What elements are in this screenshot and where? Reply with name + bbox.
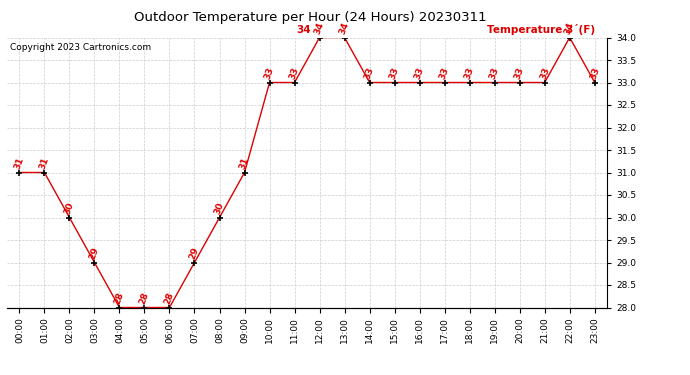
Text: 33: 33 xyxy=(388,65,401,80)
Text: 33: 33 xyxy=(589,65,601,80)
Text: Outdoor Temperature per Hour (24 Hours) 20230311: Outdoor Temperature per Hour (24 Hours) … xyxy=(134,11,487,24)
Text: 33: 33 xyxy=(263,65,276,80)
Text: 29: 29 xyxy=(88,245,101,260)
Text: 33: 33 xyxy=(288,65,301,80)
Text: 28: 28 xyxy=(113,290,126,305)
Text: 33: 33 xyxy=(538,65,551,80)
Text: 34: 34 xyxy=(313,20,326,35)
Text: Copyright 2023 Cartronics.com: Copyright 2023 Cartronics.com xyxy=(10,43,151,52)
Text: 33: 33 xyxy=(513,65,526,80)
Text: 33: 33 xyxy=(438,65,451,80)
Text: 34: 34 xyxy=(297,25,311,35)
Text: 31: 31 xyxy=(238,155,251,170)
Text: 30: 30 xyxy=(213,201,226,215)
Text: 31: 31 xyxy=(13,155,26,170)
Text: 33: 33 xyxy=(489,65,501,80)
Text: 28: 28 xyxy=(163,290,176,305)
Text: 34: 34 xyxy=(338,20,351,35)
Text: 33: 33 xyxy=(363,65,376,80)
Text: 31: 31 xyxy=(38,155,51,170)
Text: 34: 34 xyxy=(563,20,576,35)
Text: 29: 29 xyxy=(188,245,201,260)
Text: 28: 28 xyxy=(138,290,151,305)
Text: 33: 33 xyxy=(413,65,426,80)
Text: 33: 33 xyxy=(463,65,476,80)
Text: 30: 30 xyxy=(63,201,76,215)
Text: Temperature 3´(F): Temperature 3´(F) xyxy=(487,24,595,35)
